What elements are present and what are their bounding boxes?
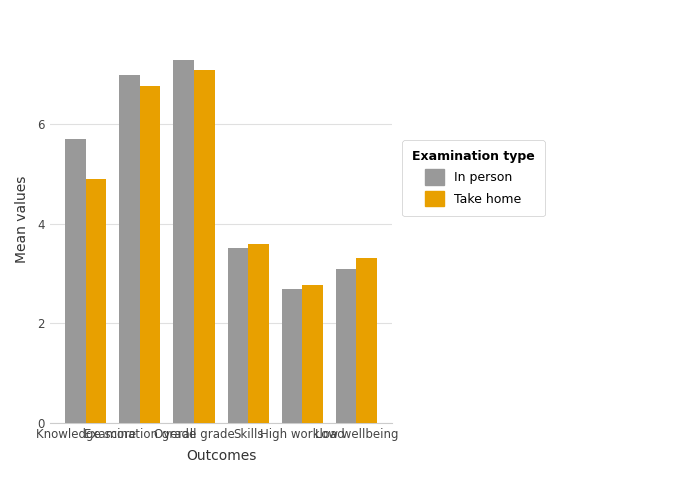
Bar (356, 258, 377, 423)
Bar (173, 60, 194, 423)
Bar (227, 248, 248, 423)
X-axis label: Outcomes: Outcomes (186, 449, 256, 463)
Y-axis label: Mean values: Mean values (15, 175, 29, 262)
Bar (336, 269, 356, 423)
Bar (119, 75, 140, 423)
Bar (194, 70, 214, 423)
Bar (65, 139, 86, 423)
Bar (248, 244, 269, 423)
Bar (86, 179, 106, 423)
Bar (140, 86, 160, 423)
Bar (302, 284, 323, 423)
Bar (282, 289, 302, 423)
Legend: In person, Take home: In person, Take home (402, 140, 545, 216)
